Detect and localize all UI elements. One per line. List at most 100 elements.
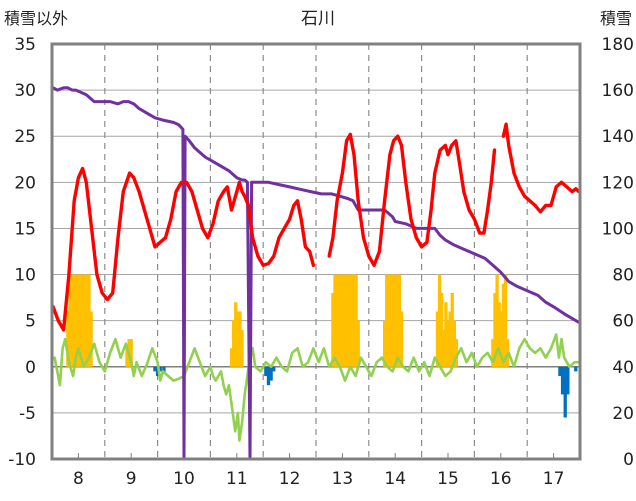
bar-blue bbox=[272, 366, 276, 372]
x-tick-label: 16 bbox=[490, 469, 512, 489]
bars bbox=[66, 274, 578, 418]
bar-orange bbox=[70, 274, 74, 367]
series-red-line bbox=[51, 166, 316, 332]
bar-orange bbox=[68, 274, 72, 367]
bar-orange bbox=[80, 274, 85, 367]
right-tick-label: 160 bbox=[602, 81, 634, 101]
bar-blue bbox=[563, 366, 567, 418]
right-tick-label: 100 bbox=[602, 219, 634, 239]
series-green-line bbox=[53, 333, 581, 442]
bar-orange bbox=[450, 293, 454, 367]
right-tick-label: 0 bbox=[623, 450, 634, 470]
bar-orange bbox=[74, 274, 78, 367]
bar-orange bbox=[491, 339, 495, 367]
bar-orange bbox=[333, 274, 337, 367]
bar-orange bbox=[395, 274, 399, 367]
bar-orange bbox=[352, 274, 356, 367]
bar-blue bbox=[162, 366, 166, 373]
right-tick-label: 120 bbox=[602, 173, 634, 193]
bar-orange bbox=[240, 329, 244, 367]
right-tick-label: 40 bbox=[612, 358, 634, 378]
bar-orange bbox=[236, 311, 240, 367]
bar-orange bbox=[343, 274, 348, 367]
bar-orange bbox=[387, 274, 391, 367]
chart-title: 石川 bbox=[301, 9, 335, 29]
bar-orange bbox=[89, 311, 93, 367]
x-tick-label: 14 bbox=[384, 469, 406, 489]
bar-blue bbox=[574, 366, 578, 372]
left-tick-label: -10 bbox=[8, 450, 36, 470]
series-purple-line bbox=[51, 86, 582, 461]
bar-orange bbox=[335, 274, 339, 367]
x-tick-label: 17 bbox=[543, 469, 565, 489]
bar-orange bbox=[397, 274, 402, 367]
bar-orange bbox=[331, 293, 335, 367]
right-tick-label: 140 bbox=[602, 127, 634, 147]
bar-orange bbox=[231, 320, 236, 367]
bar-orange bbox=[440, 293, 444, 367]
bar-blue bbox=[266, 366, 271, 386]
bar-orange bbox=[129, 339, 133, 367]
left-tick-label: 10 bbox=[14, 266, 36, 286]
bar-orange bbox=[495, 274, 499, 367]
bar-orange bbox=[442, 329, 446, 367]
left-tick-label: 35 bbox=[14, 35, 36, 55]
left-tick-label: 20 bbox=[14, 173, 36, 193]
bar-orange bbox=[497, 302, 501, 367]
bar-orange bbox=[72, 274, 76, 367]
plot-frame bbox=[50, 42, 582, 461]
bar-orange bbox=[83, 274, 87, 367]
bar-orange bbox=[341, 274, 346, 367]
bar-orange bbox=[437, 274, 442, 367]
bar-orange bbox=[346, 274, 350, 367]
tick-labels: 8 9 10 11 12 13 14 15 16 17 -10 -5 0 5 10 15 20 25 30 35 0 20… bbox=[8, 35, 634, 489]
bar-blue bbox=[558, 366, 562, 376]
bar-orange bbox=[354, 274, 358, 367]
bar-orange bbox=[339, 274, 343, 367]
bar-blue bbox=[153, 366, 157, 372]
bar-blue bbox=[560, 366, 565, 395]
series-red-line bbox=[501, 122, 581, 214]
bar-orange bbox=[76, 274, 81, 367]
bar-orange bbox=[125, 348, 129, 367]
right-axis-label: 積雪 bbox=[600, 9, 632, 28]
bar-blue bbox=[264, 366, 268, 376]
bar-orange bbox=[399, 311, 404, 367]
left-tick-label: 25 bbox=[14, 127, 36, 147]
bar-orange bbox=[501, 283, 506, 367]
bar-orange bbox=[499, 311, 503, 367]
bar-orange bbox=[444, 302, 448, 367]
bar-orange bbox=[446, 320, 450, 367]
x-tick-label: 12 bbox=[279, 469, 301, 489]
bar-orange bbox=[389, 274, 393, 367]
bar-orange bbox=[448, 311, 452, 367]
left-tick-label: 0 bbox=[25, 358, 36, 378]
bar-orange bbox=[503, 274, 508, 367]
bar-orange bbox=[66, 311, 70, 367]
left-tick-label: 5 bbox=[25, 312, 36, 332]
lines bbox=[51, 86, 582, 461]
bar-orange bbox=[350, 274, 354, 367]
bar-orange bbox=[385, 274, 389, 367]
right-tick-label: 180 bbox=[602, 35, 634, 55]
bar-orange bbox=[85, 274, 89, 367]
bar-orange bbox=[391, 274, 395, 367]
bar-orange bbox=[78, 274, 83, 367]
bar-orange bbox=[356, 320, 360, 367]
x-tick-label: 8 bbox=[73, 469, 84, 489]
bar-blue bbox=[566, 366, 570, 395]
x-tick-label: 10 bbox=[173, 469, 195, 489]
left-tick-label: 30 bbox=[14, 81, 36, 101]
bar-orange bbox=[229, 348, 234, 367]
right-tick-label: 60 bbox=[612, 312, 634, 332]
bar-blue bbox=[158, 366, 162, 372]
bar-orange bbox=[493, 293, 497, 367]
bar-orange bbox=[452, 320, 456, 367]
x-tick-label: 11 bbox=[226, 469, 248, 489]
bar-orange bbox=[238, 311, 242, 367]
bar-orange bbox=[393, 274, 397, 367]
bar-blue bbox=[269, 366, 273, 381]
bar-orange bbox=[382, 320, 387, 367]
left-tick-label: -5 bbox=[19, 404, 36, 424]
